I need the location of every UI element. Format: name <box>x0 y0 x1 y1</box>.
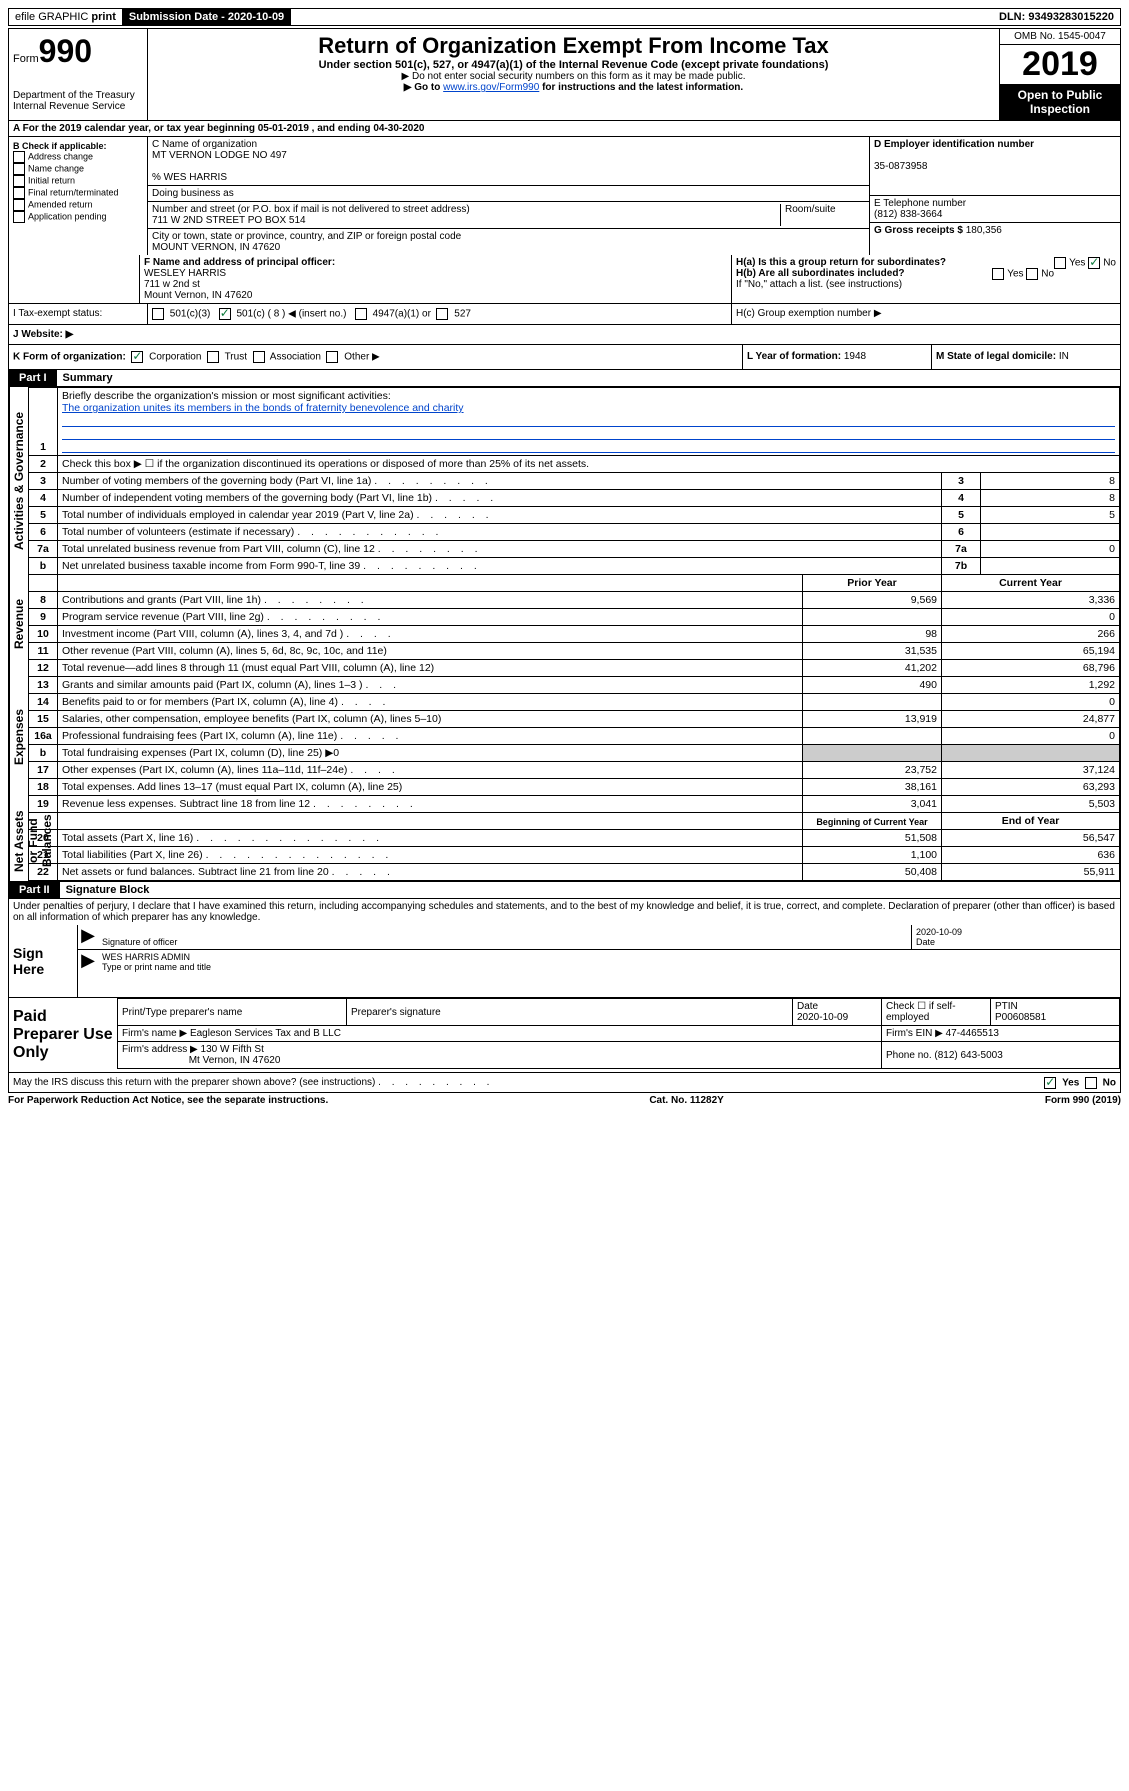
vert-governance: Activities & Governance <box>9 387 28 575</box>
officer-name: WES HARRIS ADMIN <box>102 952 190 962</box>
section-bcdeg: B Check if applicable: Address change Na… <box>8 137 1121 255</box>
header-right: OMB No. 1545-0047 2019 Open to Public In… <box>999 29 1120 120</box>
row-a: A For the 2019 calendar year, or tax yea… <box>8 121 1121 137</box>
firm-name: Eagleson Services Tax and B LLC <box>190 1028 341 1039</box>
preparer-label: Paid Preparer Use Only <box>9 998 117 1072</box>
sign-here-label: Sign Here <box>9 925 77 997</box>
firm-ein: 47-4465513 <box>946 1028 999 1039</box>
irs-link[interactable]: www.irs.gov/Form990 <box>443 82 539 93</box>
care-of: % WES HARRIS <box>152 172 227 183</box>
preparer-table: Print/Type preparer's name Preparer's si… <box>117 998 1120 1069</box>
discuss-row: May the IRS discuss this return with the… <box>8 1073 1121 1093</box>
box-b: B Check if applicable: Address change Na… <box>9 137 148 255</box>
dept-label: Department of the Treasury Internal Reve… <box>13 90 143 112</box>
submission-date: Submission Date - 2020-10-09 <box>123 9 291 25</box>
summary-section: Activities & Governance Revenue Expenses… <box>8 387 1121 882</box>
form-subtitle: Under section 501(c), 527, or 4947(a)(1)… <box>152 59 995 71</box>
vert-revenue: Revenue <box>9 575 28 673</box>
row-j: J Website: ▶ <box>8 325 1121 345</box>
footer: For Paperwork Reduction Act Notice, see … <box>8 1093 1121 1108</box>
row-fh: F Name and address of principal officer:… <box>8 255 1121 304</box>
box-l: L Year of formation: 1948 <box>742 345 931 369</box>
mission-text: The organization unites its members in t… <box>62 402 464 414</box>
preparer-section: Paid Preparer Use Only Print/Type prepar… <box>8 998 1121 1073</box>
dln: DLN: 93493283015220 <box>993 9 1120 25</box>
hint-goto: ▶ Go to www.irs.gov/Form990 for instruct… <box>152 82 995 93</box>
print-btn[interactable]: print <box>91 11 115 23</box>
phone: (812) 838-3664 <box>874 209 942 220</box>
ein: 35-0873958 <box>874 161 927 172</box>
ptin: P00608581 <box>995 1012 1046 1023</box>
form-number: 990 <box>39 33 92 69</box>
perjury-decl: Under penalties of perjury, I declare th… <box>8 899 1121 925</box>
hint-ssn: ▶ Do not enter social security numbers o… <box>152 71 995 82</box>
open-public: Open to Public Inspection <box>1000 84 1120 120</box>
header-center: Return of Organization Exempt From Incom… <box>148 29 999 120</box>
arrow-icon: ▶ <box>78 950 98 974</box>
box-h: H(a) Is this a group return for subordin… <box>731 255 1120 303</box>
street-addr: 711 W 2ND STREET PO BOX 514 <box>152 215 306 226</box>
city-addr: MOUNT VERNON, IN 47620 <box>152 242 280 253</box>
prep-phone: (812) 643-5003 <box>934 1050 1002 1061</box>
org-name: MT VERNON LODGE NO 497 <box>152 150 287 161</box>
omb: OMB No. 1545-0047 <box>1000 29 1120 45</box>
box-deg: D Employer identification number35-08739… <box>869 137 1120 255</box>
box-m: M State of legal domicile: IN <box>931 345 1120 369</box>
box-c: C Name of organization MT VERNON LODGE N… <box>148 137 869 255</box>
sign-section: Sign Here ▶ Signature of officer 2020-10… <box>8 925 1121 998</box>
form-title: Return of Organization Exempt From Incom… <box>152 33 995 59</box>
row-klm: K Form of organization: Corporation Trus… <box>8 345 1121 370</box>
part1-header: Part ISummary <box>8 370 1121 387</box>
top-bar: efile GRAPHIC print Submission Date - 20… <box>8 8 1121 26</box>
vert-expenses: Expenses <box>9 673 28 801</box>
arrow-icon: ▶ <box>78 925 98 949</box>
efile-label: efile GRAPHIC print <box>9 9 123 25</box>
gross-receipts: 180,356 <box>966 225 1002 236</box>
part2-header: Part IISignature Block <box>8 882 1121 899</box>
summary-table: 1Briefly describe the organization's mis… <box>28 387 1120 881</box>
form-header: Form990 Department of the Treasury Inter… <box>8 28 1121 121</box>
tax-year: 2019 <box>1000 45 1120 84</box>
vert-netassets: Net Assets or Fund Balances <box>9 801 28 881</box>
box-hc: H(c) Group exemption number ▶ <box>731 304 1120 324</box>
header-left: Form990 Department of the Treasury Inter… <box>9 29 148 120</box>
row-i: I Tax-exempt status: 501(c)(3) 501(c) ( … <box>8 304 1121 325</box>
box-f: F Name and address of principal officer:… <box>140 255 731 303</box>
